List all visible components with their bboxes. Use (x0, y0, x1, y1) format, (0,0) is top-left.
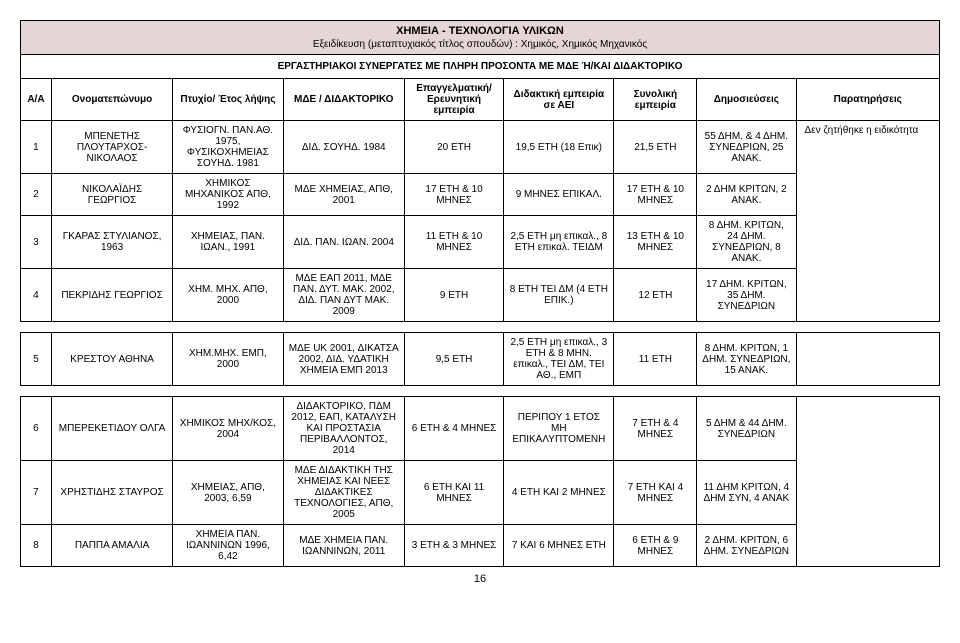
page-container: ΧΗΜΕΙΑ - ΤΕΧΝΟΛΟΓΙΑ ΥΛΙΚΩΝ Εξειδίκευση (… (20, 20, 940, 585)
data-table: Α/Α Ονοματεπώνυμο Πτυχίο/ Έτος λήψης ΜΔΕ… (20, 78, 940, 567)
cell-degree: ΦΥΣΙΟΓΝ. ΠΑΝ.ΑΘ. 1975, ΦΥΣΙΚΟΧΗΜΕΙΑΣ ΣΟΥ… (173, 121, 283, 174)
cell-name: ΝΙΚΟΛΑΪΔΗΣ ΓΕΩΡΓΙΟΣ (51, 174, 172, 216)
cell-teach: 2,5 ΕΤΗ μη επικαλ., 3 ΕΤΗ & 8 ΜΗΝ. επικα… (504, 333, 614, 386)
col-mde: ΜΔΕ / ΔΙΔΑΚΤΟΡΙΚΟ (283, 79, 404, 121)
cell-notes (796, 397, 940, 567)
cell-pub: 55 ΔΗΜ. & 4 ΔΗΜ. ΣΥΝΕΔΡΙΩΝ, 25 ΑΝΑΚ. (697, 121, 796, 174)
cell-mde: ΜΔΕ ΕΑΠ 2011, ΜΔΕ ΠΑΝ. ΔΥΤ. ΜΑΚ. 2002, Δ… (283, 269, 404, 322)
cell-degree: ΧΗΜΙΚΟΣ ΜΗΧΑΝΙΚΟΣ ΑΠΘ, 1992 (173, 174, 283, 216)
cell-pub: 2 ΔΗΜ. ΚΡΙΤΩΝ, 6 ΔΗΜ. ΣΥΝΕΔΡΙΩΝ (697, 525, 796, 567)
page-title: ΧΗΜΕΙΑ - ΤΕΧΝΟΛΟΓΙΑ ΥΛΙΚΩΝ (27, 25, 933, 37)
cell-prof: 3 ΕΤΗ & 3 ΜΗΝΕΣ (404, 525, 503, 567)
col-prof: Επαγγελματική/ Ερευνητική εμπειρία (404, 79, 503, 121)
cell-teach: 8 ΕΤΗ ΤΕΙ ΔΜ (4 ΕΤΗ ΕΠΙΚ.) (504, 269, 614, 322)
col-pub: Δημοσιεύσεις (697, 79, 796, 121)
cell-name: ΚΡΕΣΤΟΥ ΑΘΗΝΑ (51, 333, 172, 386)
cell-prof: 11 ΕΤΗ & 10 ΜΗΝΕΣ (404, 216, 503, 269)
cell-aa: 7 (21, 461, 52, 525)
table-row: 6 ΜΠΕΡΕΚΕΤΙΔΟΥ ΟΛΓΑ ΧΗΜΙΚΟΣ ΜΗΧ/ΚΟΣ, 200… (21, 397, 940, 461)
cell-pub: 8 ΔΗΜ. ΚΡΙΤΩΝ, 24 ΔΗΜ. ΣΥΝΕΔΡΙΩΝ, 8 ΑΝΑΚ… (697, 216, 796, 269)
header-row: Α/Α Ονοματεπώνυμο Πτυχίο/ Έτος λήψης ΜΔΕ… (21, 79, 940, 121)
cell-mde: ΔΙΔ. ΣΟΥΗΔ. 1984 (283, 121, 404, 174)
cell-prof: 17 ΕΤΗ & 10 ΜΗΝΕΣ (404, 174, 503, 216)
cell-degree: ΧΗΜΙΚΟΣ ΜΗΧ/ΚΟΣ, 2004 (173, 397, 283, 461)
cell-mde: ΜΔΕ ΔΙΔΑΚΤΙΚΗ ΤΗΣ ΧΗΜΕΙΑΣ ΚΑΙ ΝΕΕΣ ΔΙΔΑΚ… (283, 461, 404, 525)
spacer-row (21, 322, 940, 333)
cell-aa: 8 (21, 525, 52, 567)
cell-teach: 2,5 ΕΤΗ μη επικαλ., 8 ΕΤΗ επικαλ. ΤΕΙΔΜ (504, 216, 614, 269)
cell-teach: 4 ΕΤΗ ΚΑΙ 2 ΜΗΝΕΣ (504, 461, 614, 525)
cell-pub: 5 ΔΗΜ & 44 ΔΗΜ. ΣΥΝΕΔΡΙΩΝ (697, 397, 796, 461)
cell-prof: 9,5 ΕΤΗ (404, 333, 503, 386)
cell-total: 6 ΕΤΗ & 9 ΜΗΝΕΣ (614, 525, 697, 567)
cell-aa: 6 (21, 397, 52, 461)
cell-pub: 2 ΔΗΜ ΚΡΙΤΩΝ, 2 ΑΝΑΚ. (697, 174, 796, 216)
cell-mde: ΔΙΔΑΚΤΟΡΙΚΟ, ΠΔΜ 2012, ΕΑΠ, ΚΑΤΑΛΥΣΗ ΚΑΙ… (283, 397, 404, 461)
cell-prof: 6 ΕΤΗ ΚΑΙ 11 ΜΗΝΕΣ (404, 461, 503, 525)
page-number: 16 (20, 573, 940, 585)
cell-teach: 7 ΚΑΙ 6 ΜΗΝΕΣ ΕΤΗ (504, 525, 614, 567)
table-row: 5 ΚΡΕΣΤΟΥ ΑΘΗΝΑ ΧΗΜ.ΜΗΧ. ΕΜΠ, 2000 ΜΔΕ U… (21, 333, 940, 386)
spacer-row (21, 386, 940, 397)
cell-total: 7 ΕΤΗ & 4 ΜΗΝΕΣ (614, 397, 697, 461)
cell-mde: ΔΙΔ. ΠΑΝ. ΙΩΑΝ. 2004 (283, 216, 404, 269)
cell-teach: ΠΕΡΙΠΟΥ 1 ΕΤΟΣ ΜΗ ΕΠΙΚΑΛΥΠΤΟΜΕΝΗ (504, 397, 614, 461)
cell-prof: 9 ΕΤΗ (404, 269, 503, 322)
cell-total: 11 ΕΤΗ (614, 333, 697, 386)
cell-pub: 8 ΔΗΜ. ΚΡΙΤΩΝ, 1 ΔΗΜ. ΣΥΝΕΔΡΙΩΝ, 15 ΑΝΑΚ… (697, 333, 796, 386)
col-teach: Διδακτική εμπειρία σε ΑΕΙ (504, 79, 614, 121)
cell-notes (796, 333, 940, 386)
col-aa: Α/Α (21, 79, 52, 121)
col-name: Ονοματεπώνυμο (51, 79, 172, 121)
cell-degree: ΧΗΜΕΙΑΣ, ΑΠΘ, 2003, 6,59 (173, 461, 283, 525)
cell-pub: 17 ΔΗΜ. ΚΡΙΤΩΝ, 35 ΔΗΜ. ΣΥΝΕΔΡΙΩΝ (697, 269, 796, 322)
cell-total: 17 ΕΤΗ & 10 ΜΗΝΕΣ (614, 174, 697, 216)
col-degree: Πτυχίο/ Έτος λήψης (173, 79, 283, 121)
cell-aa: 2 (21, 174, 52, 216)
cell-total: 12 ΕΤΗ (614, 269, 697, 322)
cell-aa: 3 (21, 216, 52, 269)
cell-teach: 19,5 ΕΤΗ (18 Επικ) (504, 121, 614, 174)
section-title: ΕΡΓΑΣΤΗΡΙΑΚΟΙ ΣΥΝΕΡΓΑΤΕΣ ΜΕ ΠΛΗΡΗ ΠΡΟΣΟΝ… (20, 54, 940, 78)
cell-mde: ΜΔΕ ΧΗΜΕΙΑ ΠΑΝ. ΙΩΑΝΝΙΝΩΝ, 2011 (283, 525, 404, 567)
cell-mde: ΜΔΕ UK 2001, ΔΙΚΑΤΣΑ 2002, ΔΙΔ. ΥΔΑΤΙΚΗ … (283, 333, 404, 386)
cell-total: 13 ΕΤΗ & 10 ΜΗΝΕΣ (614, 216, 697, 269)
table-row: 1 ΜΠΕΝΕΤΗΣ ΠΛΟΥΤΑΡΧΟΣ-ΝΙΚΟΛΑΟΣ ΦΥΣΙΟΓΝ. … (21, 121, 940, 174)
cell-prof: 6 ΕΤΗ & 4 ΜΗΝΕΣ (404, 397, 503, 461)
page-subtitle: Εξειδίκευση (μεταπτυχιακός τίτλος σπουδώ… (27, 39, 933, 50)
cell-aa: 4 (21, 269, 52, 322)
title-block: ΧΗΜΕΙΑ - ΤΕΧΝΟΛΟΓΙΑ ΥΛΙΚΩΝ Εξειδίκευση (… (20, 20, 940, 54)
cell-degree: ΧΗΜ. ΜΗΧ. ΑΠΘ, 2000 (173, 269, 283, 322)
cell-name: ΠΕΚΡΙΔΗΣ ΓΕΩΡΓΙΟΣ (51, 269, 172, 322)
table-body: 1 ΜΠΕΝΕΤΗΣ ΠΛΟΥΤΑΡΧΟΣ-ΝΙΚΟΛΑΟΣ ΦΥΣΙΟΓΝ. … (21, 121, 940, 567)
cell-aa: 1 (21, 121, 52, 174)
cell-degree: ΧΗΜ.ΜΗΧ. ΕΜΠ, 2000 (173, 333, 283, 386)
cell-degree: ΧΗΜΕΙΑ ΠΑΝ. ΙΩΑΝΝΙΝΩΝ 1996, 6,42 (173, 525, 283, 567)
cell-name: ΧΡΗΣΤΙΔΗΣ ΣΤΑΥΡΟΣ (51, 461, 172, 525)
cell-aa: 5 (21, 333, 52, 386)
cell-teach: 9 ΜΗΝΕΣ ΕΠΙΚΑΛ. (504, 174, 614, 216)
cell-mde: ΜΔΕ ΧΗΜΕΙΑΣ, ΑΠΘ, 2001 (283, 174, 404, 216)
cell-degree: ΧΗΜΕΙΑΣ, ΠΑΝ. ΙΩΑΝ., 1991 (173, 216, 283, 269)
cell-notes: Δεν ζητήθηκε η ειδικότητα (796, 121, 940, 322)
cell-name: ΜΠΕΝΕΤΗΣ ΠΛΟΥΤΑΡΧΟΣ-ΝΙΚΟΛΑΟΣ (51, 121, 172, 174)
cell-total: 7 ΕΤΗ ΚΑΙ 4 ΜΗΝΕΣ (614, 461, 697, 525)
cell-name: ΠΑΠΠΑ ΑΜΑΛΙΑ (51, 525, 172, 567)
cell-prof: 20 ΕΤΗ (404, 121, 503, 174)
cell-total: 21,5 ΕΤΗ (614, 121, 697, 174)
cell-name: ΓΚΑΡΑΣ ΣΤΥΛΙΑΝΟΣ, 1963 (51, 216, 172, 269)
col-notes: Παρατηρήσεις (796, 79, 940, 121)
col-total: Συνολική εμπειρία (614, 79, 697, 121)
cell-pub: 11 ΔΗΜ ΚΡΙΤΩΝ, 4 ΔΗΜ ΣΥΝ, 4 ΑΝΑΚ (697, 461, 796, 525)
cell-name: ΜΠΕΡΕΚΕΤΙΔΟΥ ΟΛΓΑ (51, 397, 172, 461)
